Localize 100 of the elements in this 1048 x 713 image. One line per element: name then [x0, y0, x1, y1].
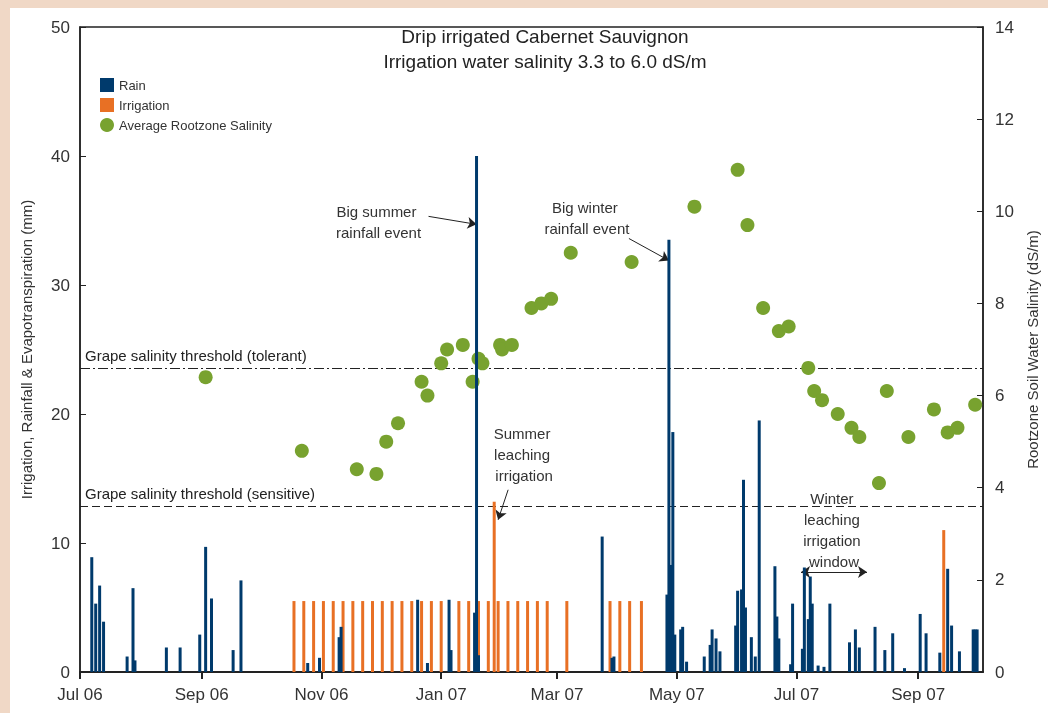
point: [420, 388, 435, 403]
y2-tick-label: 4: [995, 478, 1005, 498]
x-tick-label: Sep 06: [174, 685, 229, 704]
bar: [565, 601, 569, 672]
ref-line-label: Grape salinity threshold (sensitive): [85, 485, 316, 503]
bar: [883, 650, 887, 672]
point: [968, 397, 983, 412]
bar: [853, 629, 857, 672]
annotation: Winter leaching irrigation window: [803, 490, 865, 570]
bar: [946, 568, 950, 672]
bar: [816, 665, 820, 672]
point: [950, 420, 965, 435]
bar: [467, 601, 471, 672]
y-tick-label: 30: [51, 275, 70, 295]
bar: [848, 642, 852, 672]
bar: [891, 633, 895, 672]
y-tick-label: 10: [51, 533, 70, 553]
bar: [628, 601, 632, 672]
bar: [873, 626, 877, 672]
point: [563, 245, 578, 260]
bar: [410, 601, 414, 672]
x-tick-label: Nov 06: [294, 685, 349, 704]
point: [756, 301, 771, 316]
bar: [210, 598, 214, 672]
point: [294, 443, 309, 458]
bar: [98, 585, 102, 672]
y2-tick-label: 0: [995, 662, 1005, 682]
bar: [942, 530, 946, 672]
y-tick-label: 20: [51, 404, 70, 424]
bar: [749, 637, 753, 672]
bar: [400, 601, 404, 672]
annotation: Big summer rainfall event: [336, 203, 422, 242]
bar: [918, 613, 922, 672]
bar: [938, 652, 942, 672]
x-tick-label: Jul 06: [57, 685, 103, 704]
y2-tick-label: 2: [995, 570, 1005, 590]
bar: [429, 601, 433, 672]
bar: [361, 601, 365, 672]
point: [844, 420, 859, 435]
bar: [822, 666, 826, 672]
bar: [702, 656, 706, 672]
point: [440, 342, 455, 357]
bar: [416, 599, 420, 672]
bar: [924, 633, 928, 672]
bar: [90, 557, 94, 672]
bar: [639, 601, 643, 672]
bar: [757, 420, 761, 672]
bar: [321, 601, 325, 672]
bar: [331, 601, 335, 672]
bar: [535, 601, 539, 672]
legend-label: Average Rootzone Salinity: [119, 117, 273, 133]
bar: [425, 662, 429, 672]
bar: [526, 601, 530, 672]
bar: [370, 601, 374, 672]
bar: [312, 601, 316, 672]
annotation: Summer leaching irrigation: [493, 425, 555, 485]
bar: [292, 601, 296, 672]
point: [434, 356, 449, 371]
bar: [791, 603, 795, 672]
bar: [710, 629, 714, 672]
x-tick-label: Jul 07: [773, 685, 820, 704]
point: [830, 407, 845, 421]
point: [455, 337, 470, 352]
bar: [164, 647, 168, 672]
bar: [439, 601, 443, 672]
y-tick-label: 50: [51, 17, 70, 37]
y-tick-label: 0: [60, 662, 70, 682]
point: [544, 291, 559, 306]
bar: [545, 601, 549, 672]
y-axis-title: Irrigation, Rainfall & Evapotranspiration (mm): [18, 199, 35, 500]
bar: [667, 239, 671, 672]
ref-line-label: Grape salinity threshold (tolerant): [85, 346, 307, 364]
legend-label: Irrigation: [119, 97, 170, 113]
bar: [125, 656, 129, 672]
x-tick-label: Sep 07: [891, 685, 946, 704]
legend-label: Rain: [119, 77, 146, 93]
bar: [339, 626, 343, 672]
y2-tick-label: 8: [995, 293, 1005, 313]
bar: [239, 580, 243, 672]
point: [687, 199, 702, 214]
point: [871, 476, 886, 491]
point: [879, 383, 894, 398]
annotation: Big winter rainfall event: [544, 199, 631, 238]
point: [624, 254, 639, 269]
point: [815, 393, 830, 408]
bar: [492, 501, 496, 672]
y-tick-label: 40: [51, 146, 70, 166]
bar: [516, 601, 520, 672]
bar: [618, 601, 622, 672]
chart-title: Drip irrigated Cabernet Sauvignon: [401, 26, 689, 47]
text: Irrigation water salinity 3.3 to 6.0 dS/m: [383, 51, 707, 72]
point: [414, 374, 429, 389]
point: [198, 370, 213, 385]
bar: [306, 662, 310, 672]
bar: [475, 156, 479, 672]
point: [369, 466, 384, 481]
point: [926, 402, 941, 417]
bar: [736, 590, 740, 672]
bar: [486, 601, 490, 672]
bar: [204, 546, 208, 672]
